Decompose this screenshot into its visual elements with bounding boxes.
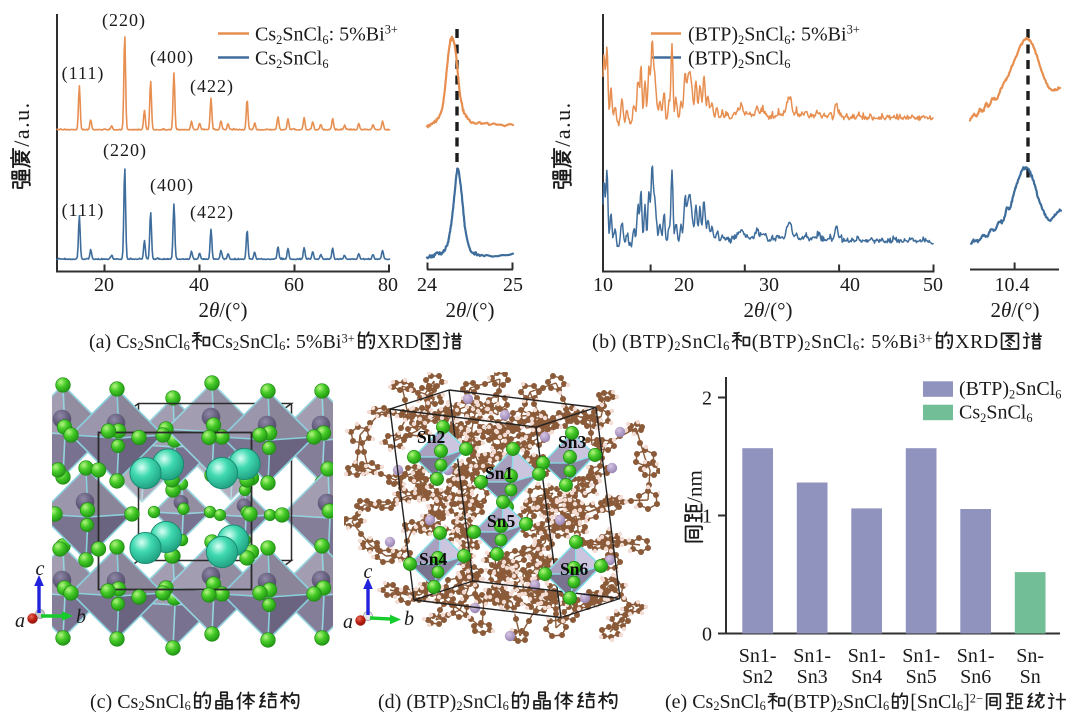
svg-text:(111): (111)	[62, 63, 105, 84]
svg-text:(111): (111)	[62, 200, 105, 221]
svg-text:1: 1	[702, 506, 712, 528]
svg-text:2θ/(°): 2θ/(°)	[198, 298, 247, 322]
svg-text:b: b	[76, 606, 86, 628]
svg-text:24: 24	[417, 274, 437, 296]
svg-text:Sn2: Sn2	[742, 666, 773, 688]
svg-text:c: c	[364, 561, 373, 583]
svg-text:Sn2: Sn2	[417, 427, 445, 447]
svg-text:2: 2	[702, 388, 712, 410]
svg-text:(220): (220)	[102, 10, 146, 31]
svg-text:Sn4: Sn4	[851, 666, 882, 688]
svg-text:(422): (422)	[190, 76, 234, 97]
svg-text:Sn3: Sn3	[558, 432, 586, 452]
svg-text:(BTP)2SnCl6: (BTP)2SnCl6	[959, 378, 1061, 402]
svg-text:(BTP)2SnCl6: 5%Bi3+: (BTP)2SnCl6: 5%Bi3+	[688, 22, 860, 47]
svg-text:80: 80	[378, 274, 398, 296]
svg-text:40: 40	[189, 274, 209, 296]
svg-text:c: c	[36, 558, 45, 580]
svg-text:2θ/(°): 2θ/(°)	[990, 298, 1039, 322]
svg-text:50: 50	[923, 274, 943, 296]
svg-text:40: 40	[840, 274, 860, 296]
svg-text:2θ/(°): 2θ/(°)	[445, 298, 494, 322]
svg-text:Sn5: Sn5	[487, 511, 515, 531]
svg-text:Sn5: Sn5	[906, 666, 937, 688]
svg-text:60: 60	[284, 274, 304, 296]
svg-text:a: a	[343, 611, 353, 633]
svg-text:Sn4: Sn4	[419, 549, 447, 569]
svg-text:20: 20	[674, 274, 694, 296]
svg-text:0: 0	[702, 624, 712, 646]
svg-text:20: 20	[94, 274, 114, 296]
svg-text:Sn3: Sn3	[797, 666, 828, 688]
svg-text:Sn1-: Sn1-	[848, 645, 886, 667]
svg-text:Sn6: Sn6	[960, 666, 991, 688]
svg-text:Sn6: Sn6	[560, 559, 588, 579]
svg-text:25: 25	[503, 274, 523, 296]
svg-text:(400): (400)	[150, 47, 194, 68]
svg-text:(220): (220)	[103, 140, 147, 161]
svg-text:Sn: Sn	[1020, 666, 1041, 688]
svg-text:10: 10	[593, 274, 613, 296]
svg-text:Sn-: Sn-	[1016, 645, 1044, 667]
svg-text:(422): (422)	[190, 202, 234, 223]
svg-text:(BTP)2SnCl6: (BTP)2SnCl6	[688, 48, 790, 72]
svg-text:10.4: 10.4	[995, 274, 1030, 296]
svg-text:Cs2SnCl6: 5%Bi3+: Cs2SnCl6: 5%Bi3+	[255, 22, 398, 47]
svg-text:Sn1-: Sn1-	[902, 645, 940, 667]
svg-text:Sn1: Sn1	[485, 463, 513, 483]
svg-text:Cs2SnCl6: Cs2SnCl6	[255, 48, 329, 72]
svg-text:Sn1-: Sn1-	[739, 645, 777, 667]
svg-text:a: a	[15, 610, 25, 632]
svg-text:2θ/(°): 2θ/(°)	[743, 298, 792, 322]
svg-text:Sn1-: Sn1-	[793, 645, 831, 667]
svg-text:30: 30	[759, 274, 779, 296]
svg-text:b: b	[404, 608, 414, 630]
svg-text:(400): (400)	[150, 175, 194, 196]
svg-text:Sn1-: Sn1-	[957, 645, 995, 667]
svg-text:Cs2SnCl6: Cs2SnCl6	[959, 402, 1033, 426]
